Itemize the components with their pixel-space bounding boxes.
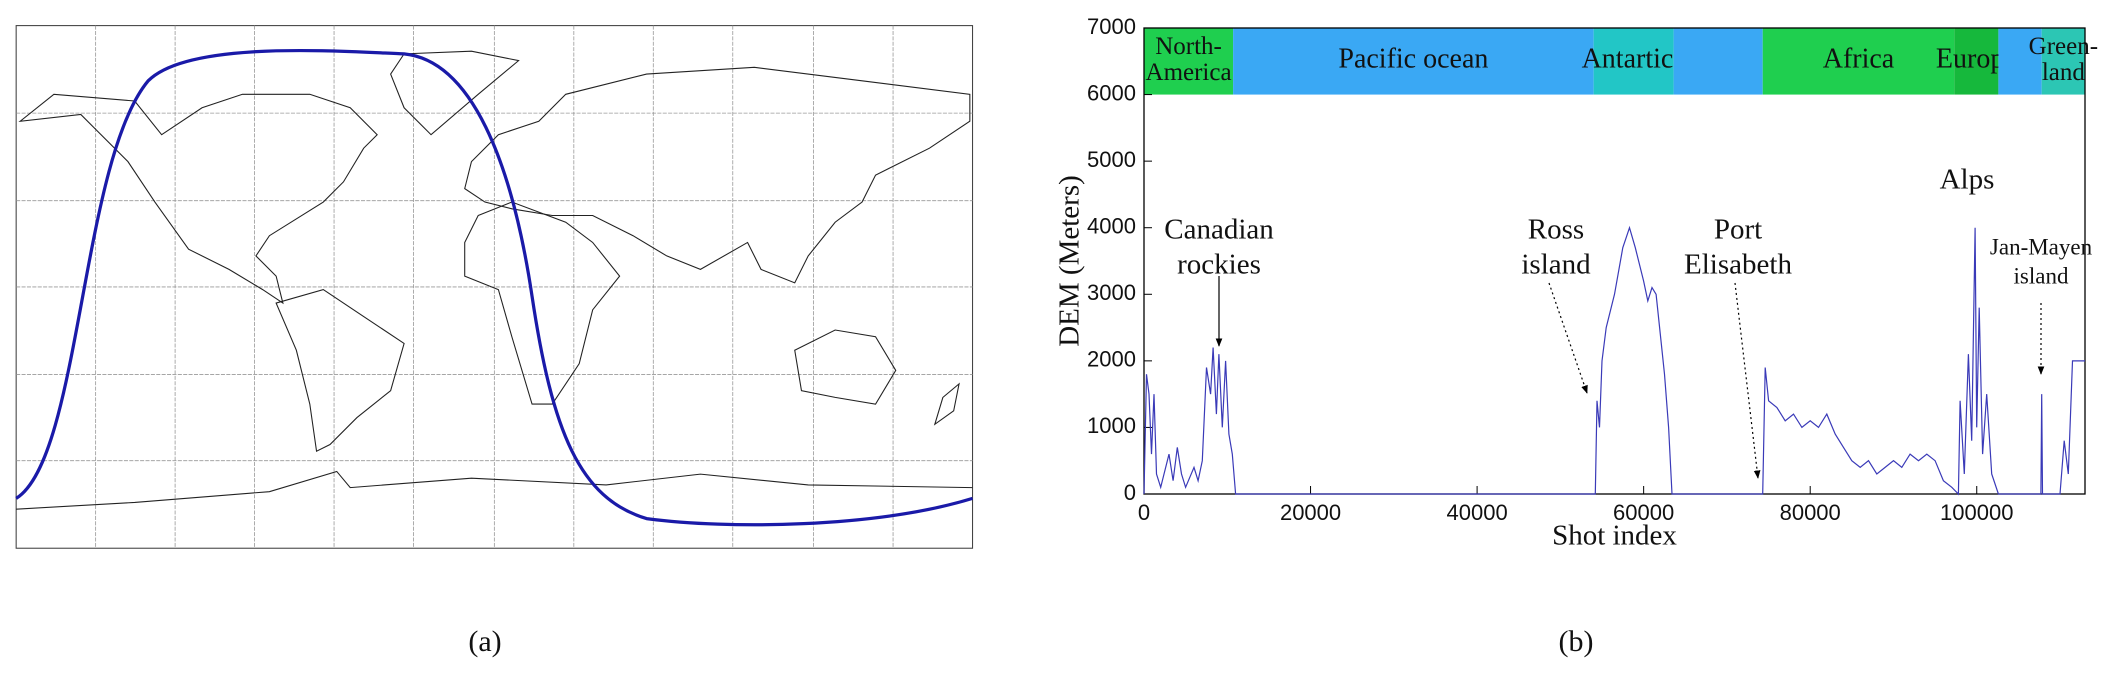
annotation-arrow <box>1548 282 1588 394</box>
coastlines <box>16 50 973 510</box>
annotation: Jan-Mayen <box>1990 234 2093 259</box>
annotation: Canadian <box>1164 214 1274 246</box>
annotation: Port <box>1714 214 1762 246</box>
region-label: Africa <box>1823 44 1895 75</box>
annotation: island <box>1521 249 1591 281</box>
y-tick-label: 7000 <box>1087 14 1136 39</box>
region-band <box>1593 28 1674 95</box>
y-tick-label: 1000 <box>1087 413 1136 438</box>
annotation: island <box>2014 263 2069 288</box>
x-tick-label: 100000 <box>1940 500 2013 525</box>
region-label: America <box>1146 59 1232 86</box>
ground-track <box>15 48 974 527</box>
y-tick-label: 3000 <box>1087 280 1136 305</box>
x-tick-label: 0 <box>1138 500 1150 525</box>
annotation: Alps <box>1940 164 1995 196</box>
y-axis-label: DEM (Meters) <box>1054 175 1086 347</box>
region-band <box>1233 28 1594 95</box>
annotation: Elisabeth <box>1684 249 1792 281</box>
dem-line <box>1143 225 2085 496</box>
y-tick-label: 4000 <box>1087 214 1136 239</box>
x-tick-label: 40000 <box>1447 500 1508 525</box>
y-tick-label: 2000 <box>1087 347 1136 372</box>
y-tick-label: 0 <box>1124 480 1136 505</box>
panel-label: (a) <box>468 625 501 658</box>
region-label: Antartica <box>1582 44 1687 75</box>
x-tick-label: 60000 <box>1613 500 1674 525</box>
x-axis-label: Shot index <box>1552 520 1677 552</box>
x-tick-label: 20000 <box>1280 500 1341 525</box>
region-label: North- <box>1155 33 1222 60</box>
region-label: Green- <box>2029 33 2098 60</box>
region-band <box>1762 28 1955 95</box>
x-tick-label: 80000 <box>1780 500 1841 525</box>
map-graticule <box>16 25 973 549</box>
region-band <box>2041 28 2085 95</box>
plot-frame <box>1143 27 2086 495</box>
region-label: Pacific ocean <box>1338 44 1488 75</box>
region-band <box>1954 28 1999 95</box>
region-band <box>1998 28 2042 95</box>
map-panel <box>15 25 974 549</box>
panel-label: (b) <box>1559 625 1594 658</box>
annotation: rockies <box>1177 249 1261 281</box>
region-label: land <box>2042 59 2086 86</box>
region-band <box>1673 28 1763 95</box>
y-tick-label: 5000 <box>1087 147 1136 172</box>
annotation-arrow <box>1734 282 1761 479</box>
annotation: Ross <box>1528 214 1584 246</box>
y-tick-label: 6000 <box>1087 80 1136 105</box>
region-band <box>1144 28 1234 95</box>
